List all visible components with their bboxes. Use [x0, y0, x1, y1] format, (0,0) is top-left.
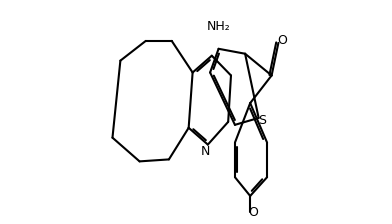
Text: N: N — [201, 145, 211, 158]
Text: NH₂: NH₂ — [207, 19, 230, 32]
Text: O: O — [277, 34, 287, 47]
Text: O: O — [249, 206, 258, 219]
Text: S: S — [258, 114, 266, 127]
